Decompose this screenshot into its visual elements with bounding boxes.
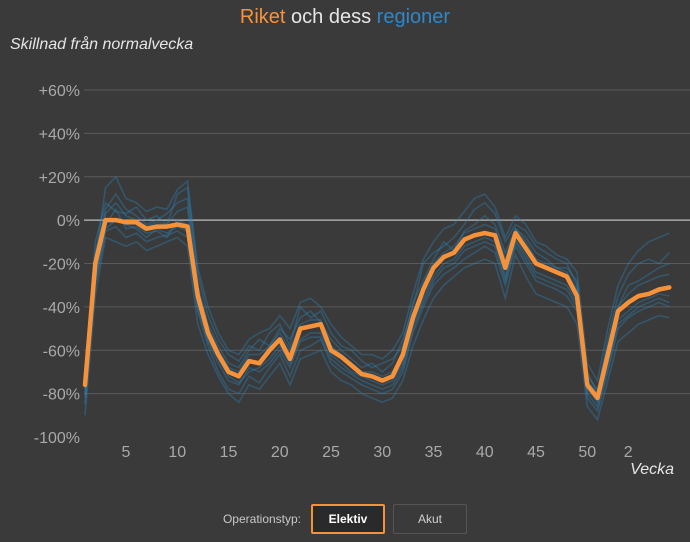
y-tick-label: -20%	[43, 257, 80, 274]
y-tick-label: +20%	[39, 170, 80, 187]
x-tick-label: 30	[373, 444, 391, 461]
y-tick-label: +40%	[39, 126, 80, 143]
region-series-line	[84, 201, 670, 396]
title-regioner: regioner	[376, 6, 451, 28]
gridlines	[84, 89, 690, 395]
x-tick-label: 45	[527, 444, 545, 461]
title-riket: Riket	[239, 6, 286, 28]
region-series-line	[84, 207, 670, 405]
riket-series-line	[82, 217, 672, 401]
region-series-line	[84, 225, 670, 413]
y-axis-label: Skillnad från normalvecka	[10, 36, 194, 53]
operation-type-label: Operationstyp:	[222, 512, 302, 526]
x-axis-label: Vecka	[630, 461, 674, 478]
region-series-line	[84, 175, 670, 383]
x-tick-label: 35	[425, 444, 443, 461]
region-series-line	[84, 192, 670, 397]
y-tick-label: -40%	[43, 300, 80, 317]
x-tick-labels: 5 10 15 20 25 30 35 40 45 50 2	[122, 444, 633, 461]
x-tick-label: 5	[122, 444, 131, 461]
y-tick-label: -80%	[43, 387, 80, 404]
x-tick-label: 2	[624, 444, 633, 461]
y-tick-label: +60%	[39, 83, 80, 100]
region-series-line	[84, 236, 670, 422]
chart-title: Riket och dess regioner	[0, 6, 690, 29]
title-middle: och dess	[285, 6, 377, 28]
x-tick-label: 20	[271, 444, 289, 461]
riket-series	[82, 217, 672, 401]
akut-button[interactable]: Akut	[393, 504, 468, 534]
x-tick-label: 15	[220, 444, 238, 461]
region-series	[84, 175, 670, 422]
y-tick-label: 0%	[57, 213, 80, 230]
x-tick-label: 10	[168, 444, 186, 461]
x-tick-label: 25	[322, 444, 340, 461]
elektiv-button[interactable]: Elektiv	[311, 504, 386, 534]
operation-type-control: Operationstyp: Elektiv Akut	[0, 502, 690, 536]
region-series-line	[84, 186, 670, 392]
x-tick-label: 40	[476, 444, 494, 461]
region-series-line	[84, 219, 670, 409]
y-tick-label: -100%	[34, 430, 80, 447]
x-tick-label: 50	[578, 444, 596, 461]
y-tick-labels: +60% +40% +20% 0% -20% -40% -60% -80% -100%	[34, 83, 80, 447]
y-tick-label: -60%	[43, 343, 80, 360]
